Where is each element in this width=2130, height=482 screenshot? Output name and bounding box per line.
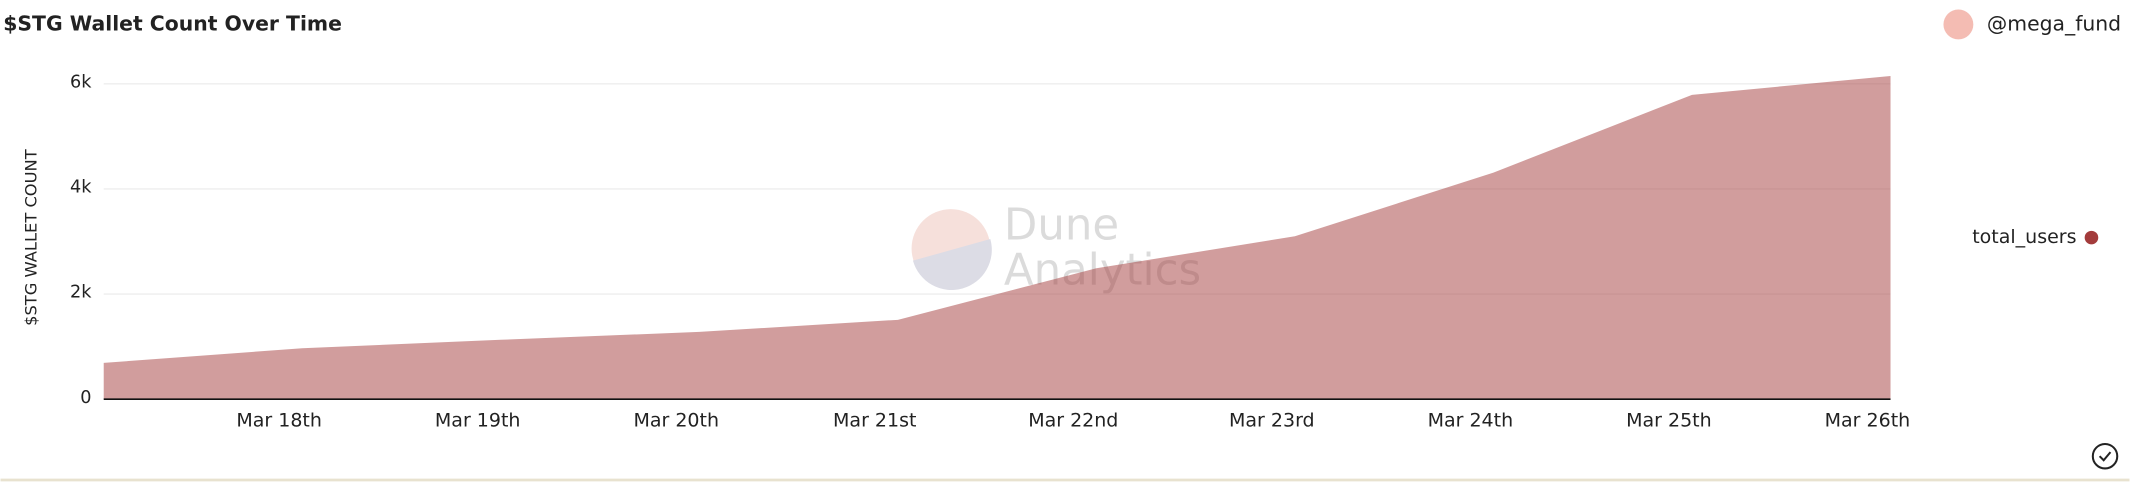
x-tick-label: Mar 26th bbox=[1825, 409, 1911, 431]
x-tick-label: Mar 25th bbox=[1626, 409, 1712, 431]
watermark-logo-part bbox=[912, 238, 992, 291]
x-tick-label: Mar 22nd bbox=[1028, 409, 1118, 431]
watermark-text: Dune bbox=[1004, 201, 1119, 251]
legend-label: total_users bbox=[1972, 226, 2076, 248]
chart-title: $STG Wallet Count Over Time bbox=[3, 11, 342, 35]
x-tick-label: Mar 24th bbox=[1428, 409, 1514, 431]
x-tick-label: Mar 18th bbox=[236, 409, 322, 431]
x-tick-label: Mar 21st bbox=[833, 409, 916, 431]
x-tick-label: Mar 19th bbox=[435, 409, 521, 431]
area bbox=[103, 75, 1891, 400]
legend-marker bbox=[2084, 230, 2099, 245]
y-tick-label: 6k bbox=[70, 72, 92, 92]
user-name[interactable]: @mega_fund bbox=[1987, 11, 2121, 36]
y-tick-label: 0 bbox=[80, 388, 91, 408]
check-icon[interactable] bbox=[2091, 442, 2119, 470]
x-tick-label: Mar 23rd bbox=[1229, 409, 1315, 431]
y-tick-label: 2k bbox=[70, 283, 92, 303]
user-avatar[interactable] bbox=[1943, 9, 1974, 40]
x-tick-label: Mar 20th bbox=[633, 409, 719, 431]
y-axis-label: $STG WALLET COUNT bbox=[21, 149, 40, 326]
y-tick-label: 4k bbox=[70, 178, 92, 198]
